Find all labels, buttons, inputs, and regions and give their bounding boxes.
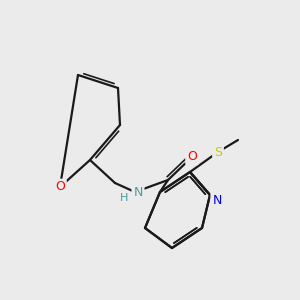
Text: N: N bbox=[133, 185, 143, 199]
Text: S: S bbox=[214, 146, 222, 158]
Text: N: N bbox=[212, 194, 222, 206]
Text: H: H bbox=[120, 193, 128, 203]
Text: O: O bbox=[187, 151, 197, 164]
Text: O: O bbox=[55, 181, 65, 194]
